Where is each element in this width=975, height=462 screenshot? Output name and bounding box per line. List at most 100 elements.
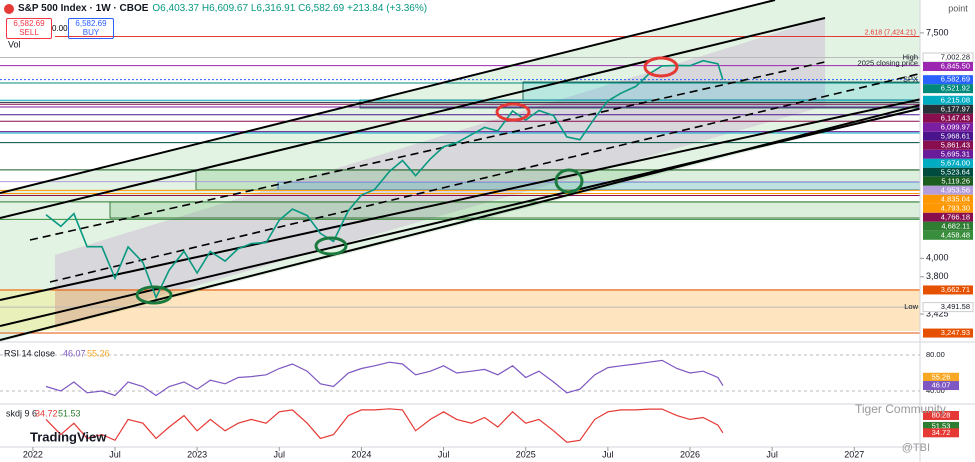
y-tick-label: 3,425 xyxy=(926,308,949,318)
channel-box xyxy=(55,18,825,326)
price-label-bg xyxy=(923,221,973,231)
watermark: Tiger Community xyxy=(855,402,946,416)
y-tick-label: 80.00 xyxy=(926,350,945,359)
price-label-bg xyxy=(923,149,973,159)
watermark-handle: @TBI xyxy=(902,442,930,454)
price-label-bg xyxy=(923,84,973,94)
price-label-bg xyxy=(923,131,973,141)
level-tag: 2025 closing price xyxy=(858,58,918,67)
price-label-bg xyxy=(923,212,973,222)
buy-label: BUY xyxy=(82,28,100,37)
sell-label: SELL xyxy=(19,28,39,37)
price-label-bg xyxy=(923,140,973,150)
x-tick-label: Jul xyxy=(766,449,778,459)
y-tick-label: 3,800 xyxy=(926,271,949,281)
highlight-circles xyxy=(135,56,679,305)
x-tick-label: Jul xyxy=(274,449,286,459)
price-label: 5,968.61 xyxy=(941,131,970,140)
value-label: 51.53 xyxy=(932,421,951,430)
price-label: 4,793.30 xyxy=(941,203,970,212)
spread: 0.00 xyxy=(52,24,68,33)
price-label: 6,845.50 xyxy=(941,61,970,70)
price-label: 6,521.92 xyxy=(941,84,970,93)
price-label: 3,247.93 xyxy=(941,328,970,337)
logo: TradingView xyxy=(30,429,107,444)
value-label-bg xyxy=(923,372,959,382)
x-tick-label: 2023 xyxy=(187,449,207,459)
price-label-bg xyxy=(922,302,974,313)
price-label-bg xyxy=(923,285,973,295)
price-label: 6,147.43 xyxy=(941,113,970,122)
y-tick-label: 40.00 xyxy=(926,386,945,395)
channel-lines xyxy=(0,0,941,341)
symbol[interactable]: S&P 500 Index · 1W · CBOE xyxy=(18,3,149,14)
skdj-d: 51.53 xyxy=(58,408,81,418)
price-label-bg xyxy=(923,62,973,72)
value-label-bg xyxy=(923,410,959,420)
level-tag: SPX xyxy=(903,75,918,84)
price-label: 5,695.31 xyxy=(941,149,970,158)
zone-box xyxy=(55,289,920,331)
rsi-ma: 55.26 xyxy=(87,348,110,358)
price-label: 5,119.26 xyxy=(941,176,970,185)
buy-price: 6,582.69 xyxy=(75,19,107,28)
sell-price: 6,582.69 xyxy=(13,19,45,28)
ohlc: O6,403.37 H6,609.67 L6,316.91 C6,582.69 … xyxy=(152,3,428,14)
level-tag: High xyxy=(903,52,918,61)
price-label: 5,523.64 xyxy=(941,167,970,176)
price-label-bg xyxy=(923,104,973,114)
symbol-icon xyxy=(4,3,14,14)
x-tick-label: 2024 xyxy=(351,449,371,459)
x-tick-label: Jul xyxy=(109,449,121,459)
price-label: 6,099.97 xyxy=(941,122,970,131)
x-tick-label: Jul xyxy=(438,449,450,459)
price-label: 6,582.69 xyxy=(941,75,970,84)
price-label: 6,215.08 xyxy=(941,95,970,104)
price-label: 3,662.71 xyxy=(941,285,970,294)
price-label-bg xyxy=(923,194,973,204)
price-label-bg xyxy=(923,158,973,168)
y-tick-label: 4,000 xyxy=(926,253,949,263)
fib-label: 2.618 (7,424.21) xyxy=(865,29,916,36)
value-label: 80.28 xyxy=(932,410,951,419)
price-label-bg xyxy=(923,203,973,213)
buy-button[interactable]: 6,582.69 BUY xyxy=(68,18,114,39)
price-label-bg xyxy=(923,185,973,195)
price-label: 4,766.18 xyxy=(941,212,970,221)
price-label-bg xyxy=(923,167,973,177)
vol-label: Vol xyxy=(8,39,21,49)
skdj-title: skdj 9 6 xyxy=(6,408,37,418)
value-label-bg xyxy=(923,421,959,431)
value-label-bg xyxy=(923,381,959,391)
rsi-title: RSI 14 close xyxy=(4,348,55,358)
x-tick-label: Jul xyxy=(602,449,614,459)
price-label-bg xyxy=(923,95,973,105)
price-label-bg xyxy=(923,230,973,240)
axis-unit: point xyxy=(948,3,968,13)
x-tick-label: 2025 xyxy=(516,449,536,459)
value-label: 34.72 xyxy=(932,428,951,437)
price-label-bg xyxy=(923,176,973,186)
level-tag: Low xyxy=(904,302,918,311)
y-tick-label: 7,500 xyxy=(926,27,949,37)
price-label: 5,674.00 xyxy=(941,158,970,167)
sell-button[interactable]: 6,582.69 SELL xyxy=(6,18,52,39)
price-label: 4,682.11 xyxy=(941,221,970,230)
skdj-k: 34.72 xyxy=(35,408,58,418)
price-label-bg xyxy=(923,75,973,85)
x-tick-label: 2026 xyxy=(680,449,700,459)
price-label-bg xyxy=(923,328,973,338)
value-label: 46.07 xyxy=(932,381,951,390)
x-tick-label: 2027 xyxy=(844,449,864,459)
price-label: 5,861.43 xyxy=(941,140,970,149)
header: S&P 500 Index · 1W · CBOE O6,403.37 H6,6… xyxy=(4,3,427,14)
skdj-line xyxy=(45,408,724,443)
price-label: 4,458.48 xyxy=(941,230,970,239)
value-label-bg xyxy=(923,428,959,438)
price-label: 6,177.97 xyxy=(941,104,970,113)
rsi-value: 46.07 xyxy=(63,348,86,358)
rsi-line xyxy=(45,359,724,397)
price-label: 4,835.04 xyxy=(941,194,970,203)
